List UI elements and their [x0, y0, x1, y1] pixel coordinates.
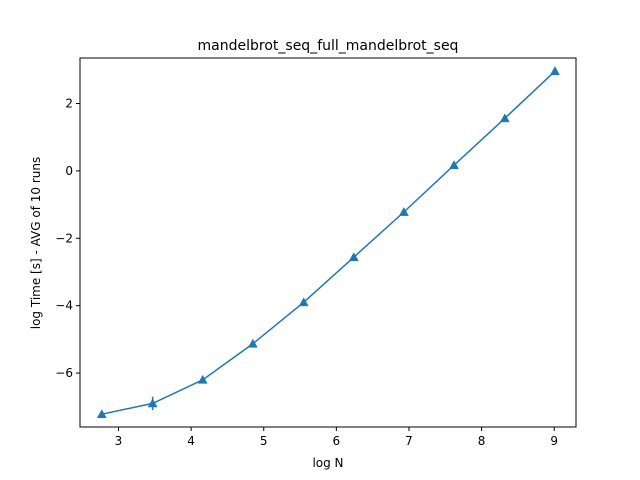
x-tick-label: 6 [333, 434, 341, 448]
x-axis-label: log N [312, 456, 343, 470]
x-tick-label: 7 [405, 434, 413, 448]
y-tick-label: 0 [65, 164, 73, 178]
y-axis-ticks: −6 −4 −2 0 2 [55, 96, 80, 380]
data-point-marker [298, 297, 309, 307]
chart-title: mandelbrot_seq_full_mandelbrot_seq [198, 38, 459, 54]
data-point-marker [348, 252, 359, 262]
data-point-marker [96, 409, 107, 419]
y-tick-label: 2 [65, 96, 73, 110]
data-point-marker [550, 66, 560, 75]
plot-frame [79, 57, 577, 428]
y-tick-label: −2 [55, 231, 73, 245]
data-point-marker [449, 160, 459, 170]
data-point-marker [499, 113, 510, 123]
x-tick-label: 8 [478, 434, 486, 448]
data-point-marker [247, 338, 258, 348]
y-tick-label: −6 [55, 366, 73, 380]
x-tick-label: 3 [115, 434, 123, 448]
data-point-marker [398, 206, 409, 216]
plot-area [96, 66, 560, 419]
data-point-marker [197, 374, 208, 384]
y-axis-label: log Time [s] - AVG of 10 runs [29, 157, 43, 330]
data-point-marker [147, 398, 158, 408]
y-tick-label: −4 [55, 299, 73, 313]
x-tick-label: 5 [260, 434, 268, 448]
x-tick-label: 9 [550, 434, 558, 448]
series-line [101, 70, 556, 415]
x-tick-label: 4 [187, 434, 195, 448]
x-axis-ticks: 3 4 5 6 7 8 9 [115, 427, 558, 448]
